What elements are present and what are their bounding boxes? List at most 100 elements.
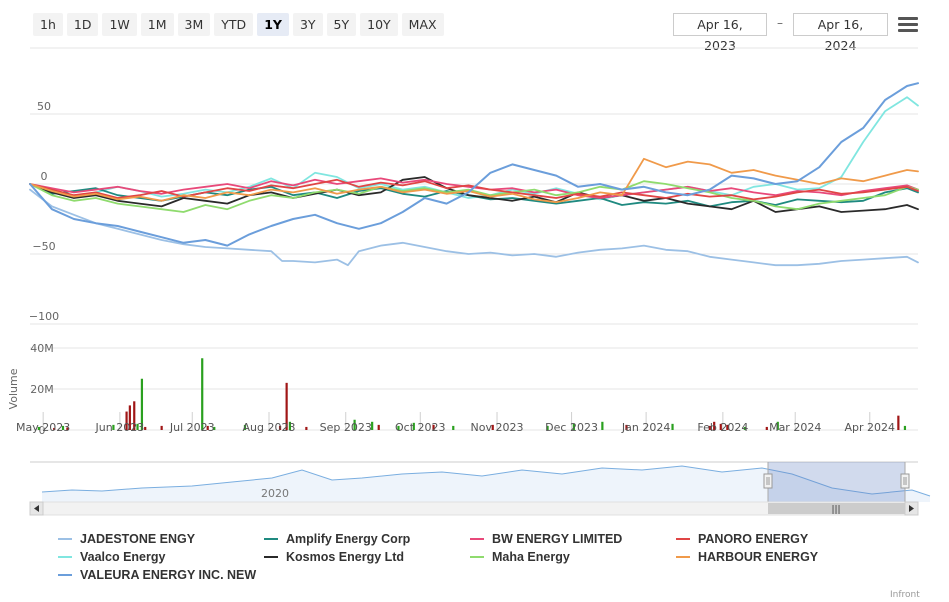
series-line-0 [29, 188, 919, 267]
volume-bar-28 [546, 425, 549, 430]
volume-bar-2 [61, 425, 65, 430]
volume-bar-21 [371, 421, 374, 430]
volume-bar-39 [776, 421, 779, 430]
legend: JADESTONE ENGY Amplify Energy Corp BW ENER… [58, 531, 938, 583]
legend-line-icon [264, 556, 278, 558]
volume-bar-36 [726, 424, 729, 430]
x-tick-label: Apr 2024 [844, 421, 895, 434]
navigator-label: 2020 [261, 487, 289, 500]
legend-label: VALEURA ENERGY INC. NEW [80, 568, 257, 582]
legend-item[interactable]: Vaalco Energy [58, 549, 264, 565]
volume-bar-40 [897, 415, 900, 430]
volume-bar-10 [144, 426, 147, 430]
x-tick-label: Mar 2024 [769, 421, 821, 434]
navigator-handle-left[interactable] [763, 473, 773, 489]
legend-line-icon [58, 538, 72, 540]
volume-bar-34 [713, 421, 716, 430]
volume-bar-20 [353, 419, 356, 430]
x-tick-label: May 2023 [16, 421, 70, 434]
volume-bar-6 [128, 405, 131, 430]
volume-bar-31 [625, 424, 628, 430]
legend-line-icon [470, 556, 484, 558]
legend-item[interactable]: Amplify Energy Corp [264, 531, 470, 547]
range-button-ytd[interactable]: YTD [214, 13, 254, 36]
range-button-3m[interactable]: 3M [177, 13, 211, 36]
series-line-5 [29, 180, 919, 213]
legend-item[interactable]: JADESTONE ENGY [58, 531, 264, 547]
x-tick-label: Jul 2023 [169, 421, 215, 434]
series-line-3 [29, 176, 919, 213]
legend-item[interactable]: Maha Energy [470, 549, 676, 565]
volume-bar-5 [125, 411, 128, 430]
volume-bar-3 [66, 427, 69, 430]
x-tick-label: Oct 2023 [395, 421, 446, 434]
x-tick-label: Sep 2023 [320, 421, 372, 434]
navigator-handle-right[interactable] [900, 473, 910, 489]
legend-label: Kosmos Energy Ltd [286, 550, 405, 564]
volume-bar-29 [572, 423, 575, 430]
credits[interactable]: Infront [890, 590, 920, 600]
volume-bar-11 [160, 425, 163, 430]
volume-bar-37 [743, 426, 746, 430]
navigator-area [42, 466, 930, 502]
range-button-1h[interactable]: 1h [33, 13, 63, 36]
volume-bar-0 [37, 426, 40, 430]
range-button-1y[interactable]: 1Y [257, 13, 289, 36]
legend-line-icon [676, 538, 690, 540]
legend-item[interactable]: VALEURA ENERGY INC. NEW [58, 567, 264, 583]
scroll-right-arrow-icon [909, 505, 914, 512]
scroll-left-arrow-icon [34, 505, 39, 512]
volume-bar-12 [201, 358, 204, 430]
volume-bar-23 [397, 425, 400, 430]
legend-item[interactable]: BW ENERGY LIMITED [470, 531, 676, 547]
volume-bar-8 [136, 423, 139, 430]
date-from-input[interactable]: Apr 16, 2023 [673, 13, 767, 53]
volume-bar-32 [671, 423, 674, 430]
volume-bar-15 [243, 424, 247, 430]
legend-item[interactable]: PANORO ENERGY [676, 531, 882, 547]
volume-bar-27 [491, 424, 494, 430]
volume-y-tick-label: 0 [39, 424, 46, 437]
volume-bar-17 [285, 382, 288, 430]
volume-bar-4 [112, 424, 115, 430]
range-button-1d[interactable]: 1D [66, 13, 99, 36]
volume-bar-30 [601, 421, 604, 430]
volume-bar-24 [412, 422, 415, 430]
price-y-tick-label: 50 [37, 100, 51, 113]
volume-bar-9 [140, 378, 144, 430]
legend-label: Amplify Energy Corp [286, 532, 411, 546]
volume-bar-19 [305, 426, 308, 430]
x-tick-label: Jun 2023 [95, 421, 145, 434]
legend-label: PANORO ENERGY [698, 532, 809, 546]
legend-item[interactable]: Kosmos Energy Ltd [264, 549, 470, 565]
chart: 50 0 −50 −100 40M 20M 0 Volume May 2023 Jun 2023 J… [7, 47, 931, 516]
volume-bar-16 [278, 425, 282, 430]
range-button-10y[interactable]: 10Y [360, 13, 398, 36]
price-y-tick-label: −50 [32, 240, 55, 253]
x-tick-label: Dec 2023 [545, 421, 598, 434]
price-y-tick-label: 0 [41, 170, 48, 183]
volume-bar-33 [708, 425, 711, 430]
legend-line-icon [676, 556, 690, 558]
scrollbar-thumb[interactable] [768, 503, 905, 514]
legend-item[interactable]: HARBOUR ENERGY [676, 549, 882, 565]
date-to-input[interactable]: Apr 16, 2024 [793, 13, 888, 53]
range-selector: 1h 1D 1W 1M 3M YTD 1Y 3Y 5Y 10Y MAX [33, 13, 444, 37]
price-y-tick-label: −100 [29, 310, 59, 323]
legend-label: JADESTONE ENGY [80, 532, 196, 546]
navigator-line [41, 465, 931, 497]
volume-y-tick-label: 40M [30, 342, 54, 355]
legend-line-icon [58, 556, 72, 558]
range-button-1w[interactable]: 1W [102, 13, 137, 36]
range-button-max[interactable]: MAX [401, 13, 444, 36]
hamburger-menu-icon[interactable] [898, 17, 918, 34]
volume-bar-26 [452, 425, 455, 430]
series-line-8 [29, 82, 919, 247]
x-tick-label: Aug 2023 [243, 421, 296, 434]
legend-label: BW ENERGY LIMITED [492, 532, 623, 546]
range-button-1m[interactable]: 1M [140, 13, 174, 36]
legend-line-icon [58, 574, 72, 576]
range-button-5y[interactable]: 5Y [326, 13, 357, 36]
range-button-3y[interactable]: 3Y [292, 13, 323, 36]
legend-line-icon [264, 538, 278, 540]
